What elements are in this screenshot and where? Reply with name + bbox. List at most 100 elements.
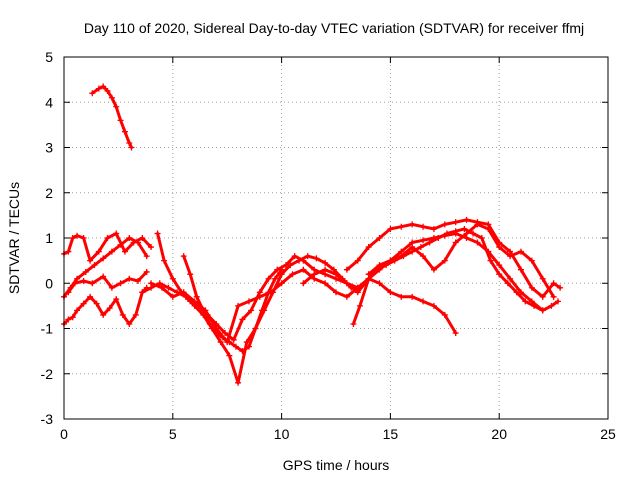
data-point <box>504 280 511 287</box>
data-point <box>121 248 128 255</box>
data-point <box>69 235 76 241</box>
data-point <box>522 298 529 305</box>
series-arc-5 <box>65 268 150 296</box>
data-point <box>148 280 155 287</box>
data-point <box>126 275 133 282</box>
series-arc-1 <box>89 83 135 151</box>
data-point <box>322 266 329 273</box>
data-point <box>539 275 546 282</box>
data-point <box>113 296 120 303</box>
data-point <box>517 289 524 296</box>
x-tick-label: 15 <box>383 426 399 442</box>
data-point <box>376 280 383 287</box>
data-point <box>117 117 124 124</box>
data-point <box>243 339 250 346</box>
series-line <box>62 286 149 326</box>
y-tick-label: 1 <box>45 230 53 246</box>
data-point <box>300 280 307 287</box>
data-point <box>108 284 115 291</box>
y-tick-label: 4 <box>45 94 53 110</box>
data-point <box>485 248 492 255</box>
data-point <box>158 284 165 291</box>
data-point <box>104 87 111 94</box>
series-arc-9 <box>148 266 459 346</box>
data-point <box>100 255 107 262</box>
data-point <box>117 280 124 287</box>
data-point <box>409 293 416 300</box>
data-point <box>248 307 255 314</box>
data-point <box>387 257 394 264</box>
data-point <box>191 298 198 305</box>
data-layer <box>61 83 564 386</box>
series-arc-3 <box>61 230 155 264</box>
data-point <box>217 339 224 346</box>
data-point <box>117 241 124 248</box>
data-point <box>80 235 87 241</box>
series-arc-4 <box>61 235 150 300</box>
data-point <box>132 311 139 318</box>
data-point <box>387 225 394 232</box>
data-point <box>350 320 357 327</box>
data-point <box>265 275 272 282</box>
data-point <box>365 244 372 251</box>
grid <box>64 57 608 419</box>
data-point <box>169 293 176 300</box>
data-point <box>487 257 494 264</box>
data-point <box>156 280 163 287</box>
data-point <box>430 225 437 232</box>
data-point <box>343 266 350 273</box>
data-point <box>69 314 76 321</box>
data-point <box>452 330 459 337</box>
data-point <box>417 244 424 251</box>
data-point <box>496 262 503 269</box>
data-point <box>452 219 459 226</box>
series-arc-11 <box>343 216 564 300</box>
data-point <box>74 307 81 314</box>
data-point <box>550 280 557 287</box>
data-point <box>154 230 161 237</box>
data-point <box>430 302 437 309</box>
data-point <box>232 343 239 350</box>
data-point <box>311 271 318 278</box>
data-point <box>441 257 448 264</box>
data-point <box>365 271 372 278</box>
data-point <box>74 232 81 239</box>
data-point <box>333 289 339 296</box>
data-point <box>291 253 298 260</box>
data-point <box>267 289 274 296</box>
data-point <box>95 85 102 92</box>
data-point <box>245 343 252 350</box>
data-point <box>420 298 427 305</box>
data-point <box>557 284 564 291</box>
data-point <box>528 257 535 264</box>
y-tick-label: 2 <box>45 185 53 201</box>
data-point <box>528 284 535 291</box>
data-point <box>89 90 96 97</box>
data-point <box>224 339 231 346</box>
ticks: 0 5 10 15 20 25 -3 -2 -1 0 1 2 3 4 5 <box>41 49 616 442</box>
data-point <box>108 94 115 101</box>
data-point <box>143 253 150 260</box>
data-point <box>343 280 350 287</box>
data-point <box>463 230 470 237</box>
data-point <box>441 221 448 228</box>
data-point <box>82 268 89 275</box>
data-point <box>296 257 303 264</box>
y-tick-label: 3 <box>45 140 53 156</box>
data-point <box>441 311 448 318</box>
series-line <box>62 236 149 299</box>
data-point <box>93 300 100 307</box>
data-point <box>474 221 481 228</box>
data-point <box>304 253 311 260</box>
data-point <box>134 239 141 246</box>
data-point <box>252 325 259 332</box>
data-point <box>376 235 383 241</box>
data-point <box>180 289 187 296</box>
data-point <box>193 293 200 300</box>
data-point <box>222 330 229 337</box>
y-tick-label: -3 <box>41 411 54 427</box>
data-point <box>550 293 557 300</box>
data-point <box>126 235 133 241</box>
data-point <box>134 277 141 284</box>
